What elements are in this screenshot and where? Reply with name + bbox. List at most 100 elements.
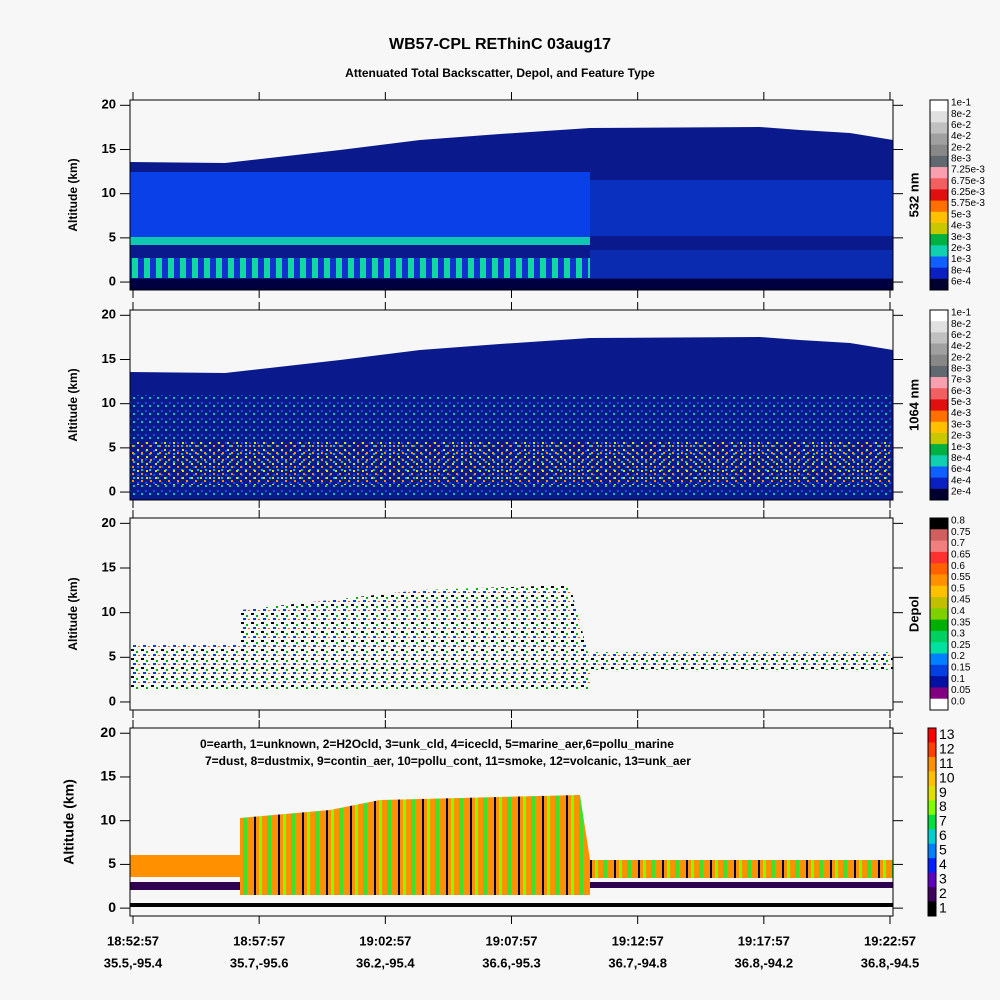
x-tick-sublabel: 35.7,-95.6 [230,955,289,970]
colorbar-swatch [930,698,948,711]
y-tick-label: 10 [102,604,116,619]
colorbar-swatch [930,343,948,356]
y-axis-label: Altitude (km) [66,368,80,441]
colorbar-tick-label: 11 [939,755,954,771]
colorbar-swatch [930,676,948,688]
colorbar-tick-label: 4e-4 [951,475,971,486]
colorbar-swatch [930,477,948,490]
colorbar-swatch [930,144,948,157]
colorbar-swatch [930,222,948,235]
colorbar-swatch [930,111,948,123]
colorbar-swatch [928,858,936,874]
colorbar-tick-label: 6.75e-3 [951,176,985,187]
colorbar-swatch [928,800,936,816]
y-tick-label: 15 [102,559,116,574]
y-tick-label: 20 [102,515,116,530]
colorbar-swatch [930,551,948,564]
y-tick-label: 0 [109,483,116,498]
colorbar-tick-label: 0.45 [951,595,971,606]
colorbar-tick-label: 0.4 [951,606,965,617]
colorbar-swatch [930,122,948,135]
colorbar-tick-label: 5e-3 [951,209,971,220]
y-tick-label: 15 [102,351,116,366]
colorbar-swatch [930,529,948,542]
y-tick-label: 15 [100,768,116,784]
colorbar-frame [929,517,949,711]
colorbar-swatch [930,653,948,666]
colorbar-swatch [928,829,936,845]
colorbar-tick-label: 0.25 [951,640,971,651]
colorbar-tick-label: 3 [939,871,947,887]
colorbar-swatch [930,399,948,412]
y-tick-label: 20 [100,724,116,740]
colorbar-tick-label: 5e-3 [951,397,971,408]
colorbar-tick-label: 1e-1 [951,98,971,109]
colorbar-swatch [930,466,948,479]
colorbar-tick-label: 0.2 [951,651,965,662]
colorbar-tick-label: 6e-4 [951,276,971,287]
colorbar-swatch [930,574,948,587]
colorbar-tick-label: 0.7 [951,538,965,549]
y-tick-label: 20 [102,97,116,112]
colorbar-swatch [930,178,948,190]
colorbar-swatch [930,256,948,269]
colorbar-swatch [930,410,948,423]
colorbar-tick-label: 0.8 [951,516,965,527]
x-tick-sublabel: 36.6,-95.3 [482,955,541,970]
x-tick-label: 19:22:57 [864,933,916,948]
y-tick-label: 10 [100,811,116,827]
colorbar-swatch [930,455,948,467]
colorbar-frame [929,99,949,291]
y-tick-label: 0 [108,899,116,915]
colorbar-swatch [930,518,948,530]
y-tick-label: 10 [102,395,116,410]
colorbar-swatch [928,785,936,801]
colorbar-tick-label: 5.75e-3 [951,198,985,209]
legend-annotation: 7=dust, 8=dustmix, 9=contin_aer, 10=poll… [205,754,691,768]
x-tick-label: 19:02:57 [359,933,411,948]
colorbar-tick-label: 3e-3 [951,419,971,430]
colorbar-swatch [930,608,948,621]
colorbar-tick-label: 9 [939,784,947,800]
colorbar-swatch [930,377,948,389]
colorbar-swatch [928,771,936,787]
colorbar-tick-label: 8e-3 [951,364,971,375]
colorbar-swatch [930,155,948,168]
colorbar-swatch [930,630,948,643]
x-tick-label: 18:52:57 [107,933,159,948]
x-tick-label: 19:12:57 [612,933,664,948]
colorbar-swatch [928,814,936,830]
colorbar-tick-label: 6.25e-3 [951,187,985,198]
y-axis-label: Altitude (km) [61,779,77,865]
colorbar-tick-label: 2e-3 [951,243,971,254]
colorbar-label: 532 nm [906,173,921,218]
colorbar-label: Depol [906,596,921,632]
colorbar-swatch [930,421,948,434]
colorbar-tick-label: 8e-2 [951,109,971,120]
colorbar-tick-label: 0.5 [951,583,965,594]
colorbar-tick-label: 8e-3 [951,154,971,165]
colorbar-tick-label: 2e-3 [951,431,971,442]
colorbar-swatch [930,597,948,609]
colorbar-swatch [928,872,936,888]
colorbar-tick-label: 0.05 [951,685,971,696]
x-tick-sublabel: 35.5,-95.4 [104,955,163,970]
colorbar-swatch [930,321,948,333]
y-tick-label: 5 [109,229,116,244]
feature-type-curtain [130,795,893,907]
depol-curtain [130,585,893,690]
colorbar-tick-label: 6e-3 [951,386,971,397]
colorbar-swatch [930,388,948,400]
y-tick-label: 10 [102,185,116,200]
colorbar-tick-label: 0.75 [951,527,971,538]
colorbar-tick-label: 1 [939,899,947,915]
colorbar-tick-label: 8e-4 [951,453,971,464]
y-tick-label: 0 [109,273,116,288]
colorbar-tick-label: 4e-2 [951,341,971,352]
colorbar-swatch [928,742,936,758]
colorbar-tick-label: 8 [939,798,947,814]
x-tick-sublabel: 36.7,-94.8 [608,955,667,970]
colorbar-tick-label: 0.55 [951,572,971,583]
backscatter-1064-curtain [130,337,893,500]
colorbar-tick-label: 0.65 [951,550,971,561]
